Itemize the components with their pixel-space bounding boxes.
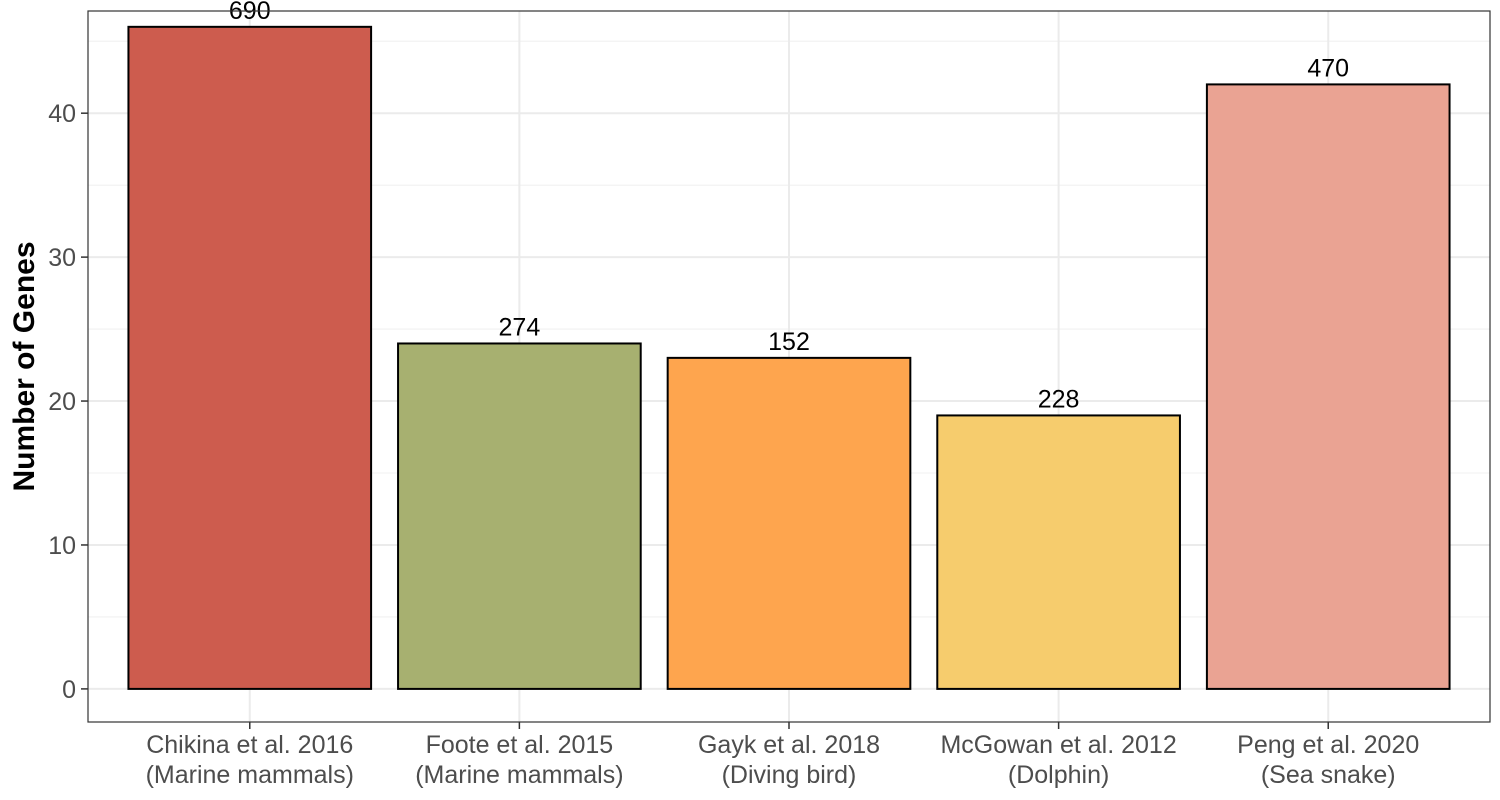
bar-data-label: 274: [499, 313, 541, 341]
y-tick-label: 20: [48, 388, 76, 416]
y-tick-label: 40: [48, 100, 76, 128]
bar: [397, 342, 642, 690]
x-tick-label-sub: (Diving bird): [722, 761, 857, 789]
x-tick-label: Foote et al. 2015: [426, 731, 614, 759]
x-tick-label-sub: (Marine mammals): [415, 761, 623, 789]
bar-data-label: 152: [768, 328, 810, 356]
y-tick-label: 0: [62, 676, 76, 704]
bar-data-label: 690: [229, 0, 271, 25]
x-tick-label-sub: (Dolphin): [1008, 761, 1109, 789]
y-tick-label: 30: [48, 244, 76, 272]
y-tick-label: 10: [48, 532, 76, 560]
x-tick-label: McGowan et al. 2012: [940, 731, 1176, 759]
x-tick-label-sub: (Sea snake): [1261, 761, 1396, 789]
bar-data-label: 470: [1307, 54, 1349, 82]
bar: [666, 356, 912, 690]
x-tick-label: Gayk et al. 2018: [698, 731, 880, 759]
x-tick-label-sub: (Marine mammals): [146, 761, 354, 789]
bars: [127, 25, 1451, 690]
bar: [936, 414, 1181, 690]
bar-data-label: 228: [1038, 385, 1080, 413]
x-tick-label: Chikina et al. 2016: [146, 731, 353, 759]
y-axis-title: Number of Genes: [8, 241, 41, 491]
bar: [1205, 83, 1451, 690]
data-labels: 690 274 152 228 470: [229, 0, 1349, 413]
bar: [127, 25, 373, 690]
x-tick-label: Peng et al. 2020: [1237, 731, 1419, 759]
